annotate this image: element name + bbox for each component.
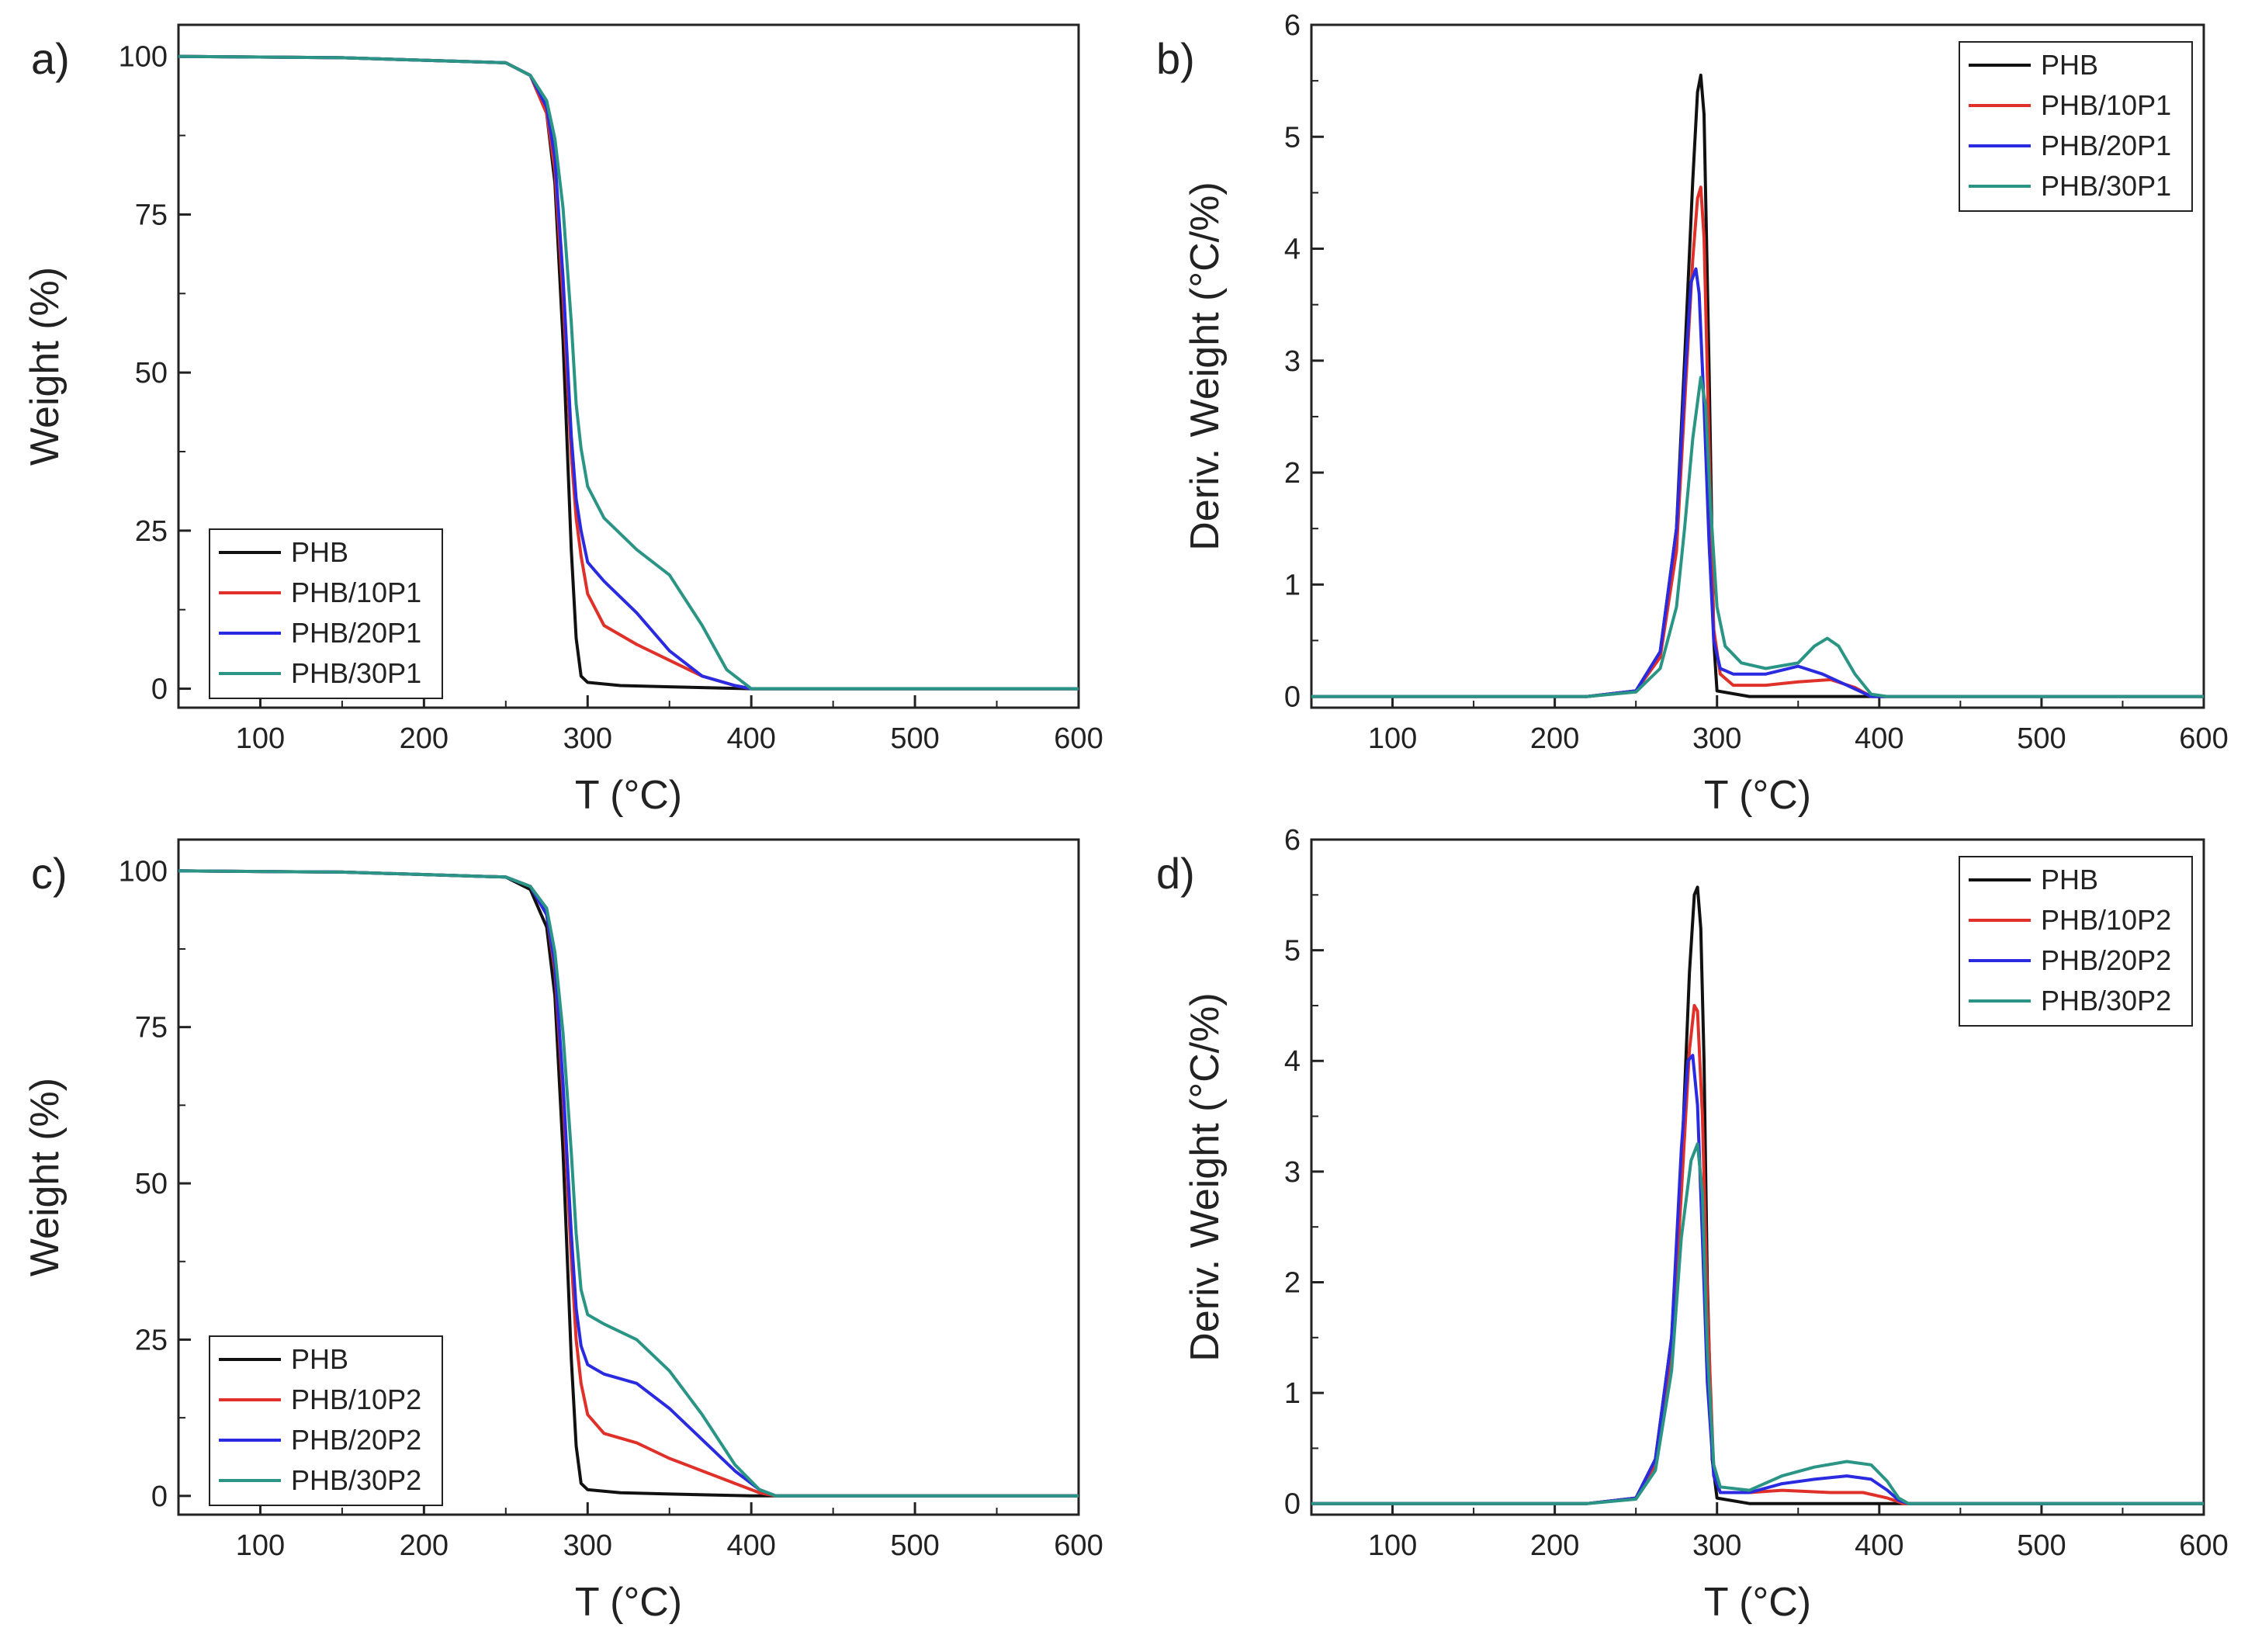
x-tick-label: 400 <box>1855 722 1903 755</box>
legend-entry: PHB/30P1 <box>291 657 421 689</box>
legend <box>1959 41 2193 212</box>
x-tick-label: 500 <box>890 722 939 755</box>
y-axis-title: Deriv. Weight (°C/%) <box>1183 182 1228 550</box>
panel-label: d) <box>1156 849 1195 898</box>
x-axis-title: T (°C) <box>1704 773 1811 818</box>
y-tick-label: 4 <box>1284 1045 1301 1078</box>
y-tick-label: 6 <box>1284 824 1301 857</box>
panel-b: b) 100 200 300 400 500 600 0 1 2 3 4 5 6 T (°C) Deriv. … <box>1156 9 2229 818</box>
x-tick-label: 200 <box>1530 722 1579 755</box>
legend-entry: PHB/10P2 <box>2041 904 2171 936</box>
panel-label: a) <box>31 34 70 83</box>
x-tick-label: 400 <box>1855 1529 1903 1562</box>
panel-c: c) 100 200 300 400 500 600 0 25 50 75 100 T (°C) Weig… <box>23 838 1103 1625</box>
y-axis-title: Weight (%) <box>23 267 68 466</box>
panel-label: c) <box>31 849 68 898</box>
panel-d: d) 100 200 300 400 500 600 0 1 2 3 4 5 6 T (°C) Deriv. … <box>1156 824 2229 1625</box>
x-tick-label: 600 <box>2179 1529 2228 1562</box>
x-tick-label: 100 <box>1368 722 1417 755</box>
legend-entry: PHB/20P2 <box>291 1424 421 1456</box>
legend-entry: PHB/10P1 <box>291 577 421 608</box>
legend <box>209 528 443 699</box>
legend <box>1959 856 2193 1027</box>
legend-entry: PHB <box>291 536 348 568</box>
y-tick-label: 1 <box>1284 1377 1301 1410</box>
series-line-phb-20p1 <box>1311 267 2204 698</box>
series-line-phb-30p2 <box>1311 1142 2204 1505</box>
series-line-phb-30p1 <box>178 54 1079 691</box>
y-tick-label: 100 <box>119 855 168 888</box>
y-tick-label: 5 <box>1284 121 1301 154</box>
panel-a: a) 100 200 300 400 500 600 0 25 50 75 100 T (°C) Weig… <box>23 23 1103 818</box>
y-tick-label: 3 <box>1284 1156 1301 1189</box>
series-line-phb-30p2 <box>178 869 1079 1498</box>
y-tick-label: 0 <box>1284 1488 1301 1521</box>
x-axis-title: T (°C) <box>575 1580 682 1625</box>
series-line-phb-10p1 <box>1311 185 2204 698</box>
x-tick-label: 500 <box>2017 1529 2066 1562</box>
y-tick-label: 25 <box>135 1324 168 1356</box>
y-tick-label: 4 <box>1284 234 1301 266</box>
y-tick-label: 50 <box>135 357 168 390</box>
series-line-phb-10p2 <box>1311 1003 2204 1505</box>
y-axis-title: Weight (%) <box>23 1078 68 1276</box>
y-tick-label: 1 <box>1284 569 1301 601</box>
legend-entry: PHB/30P1 <box>2041 170 2171 202</box>
legend-entry: PHB/10P2 <box>291 1384 421 1415</box>
series-line-phb-20p2 <box>1311 1054 2204 1505</box>
plot-frame <box>177 23 1080 709</box>
y-tick-label: 2 <box>1284 1266 1301 1299</box>
x-axis-title: T (°C) <box>1704 1580 1811 1625</box>
legend-entry: PHB/10P1 <box>2041 89 2171 121</box>
y-tick-label: 0 <box>1284 681 1301 714</box>
legend-entry: PHB <box>2041 864 2098 895</box>
plot-frame <box>1310 838 2205 1516</box>
x-tick-label: 200 <box>1530 1529 1579 1562</box>
x-tick-label: 400 <box>726 1529 775 1562</box>
plot-frame <box>177 838 1080 1516</box>
y-tick-label: 0 <box>151 674 168 706</box>
legend-entry: PHB <box>2041 49 2098 81</box>
y-tick-label: 5 <box>1284 935 1301 968</box>
x-tick-label: 600 <box>1054 722 1103 755</box>
x-tick-label: 100 <box>236 1529 285 1562</box>
x-tick-label: 300 <box>563 1529 612 1562</box>
y-tick-label: 75 <box>135 199 168 231</box>
y-tick-label: 6 <box>1284 9 1301 42</box>
legend-entry: PHB/30P2 <box>291 1464 421 1496</box>
x-tick-label: 300 <box>1692 1529 1741 1562</box>
legend-entry: PHB/20P1 <box>2041 130 2171 161</box>
x-axis-title: T (°C) <box>575 773 682 818</box>
y-tick-label: 50 <box>135 1168 168 1200</box>
y-tick-label: 3 <box>1284 345 1301 378</box>
x-tick-label: 100 <box>236 722 285 755</box>
x-tick-label: 200 <box>400 1529 449 1562</box>
panel-label: b) <box>1156 34 1195 83</box>
x-tick-label: 400 <box>726 722 775 755</box>
y-axis-title: Deriv. Weight (°C/%) <box>1183 992 1228 1361</box>
y-tick-label: 0 <box>151 1481 168 1513</box>
series-line-phb-30p1 <box>1311 376 2204 698</box>
y-tick-label: 75 <box>135 1012 168 1044</box>
x-tick-label: 300 <box>1692 722 1741 755</box>
legend <box>209 1335 443 1506</box>
x-tick-label: 100 <box>1368 1529 1417 1562</box>
x-tick-label: 500 <box>890 1529 939 1562</box>
y-tick-label: 100 <box>119 41 168 74</box>
legend-entry: PHB <box>291 1343 348 1375</box>
y-tick-label: 25 <box>135 515 168 548</box>
legend-entry: PHB/20P1 <box>291 617 421 649</box>
x-tick-label: 300 <box>563 722 612 755</box>
x-tick-label: 600 <box>1054 1529 1103 1562</box>
x-tick-label: 200 <box>400 722 449 755</box>
x-tick-label: 600 <box>2179 722 2228 755</box>
plot-frame <box>1310 23 2205 709</box>
y-tick-label: 2 <box>1284 457 1301 490</box>
legend-entry: PHB/20P2 <box>2041 944 2171 976</box>
legend-entry: PHB/30P2 <box>2041 985 2171 1016</box>
x-tick-label: 500 <box>2017 722 2066 755</box>
